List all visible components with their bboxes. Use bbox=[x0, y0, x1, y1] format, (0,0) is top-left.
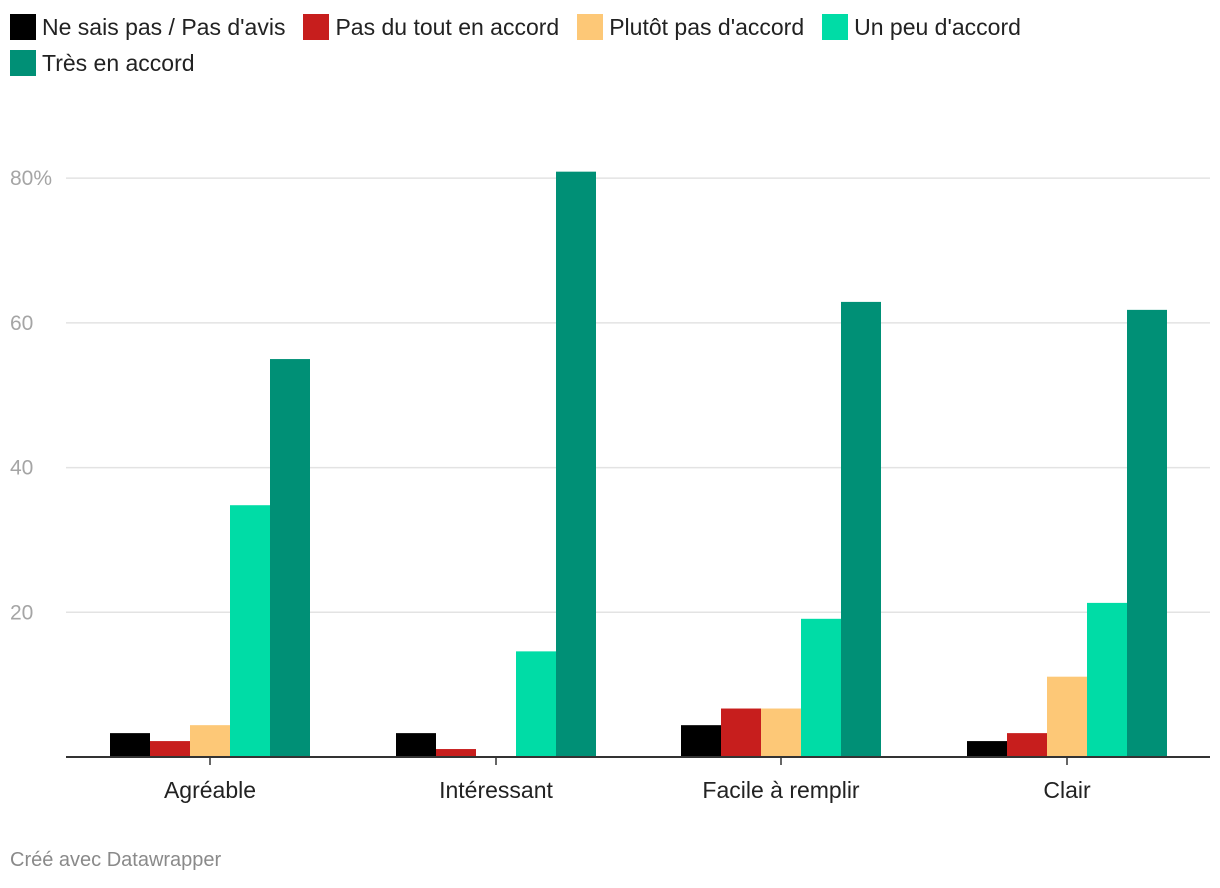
y-tick-label: 80% bbox=[10, 167, 52, 190]
x-category-label: Clair bbox=[1043, 777, 1091, 803]
bar bbox=[681, 725, 721, 757]
bar bbox=[1127, 309, 1167, 757]
legend-item: Pas du tout en accord bbox=[303, 9, 559, 45]
x-category-label: Intéressant bbox=[439, 777, 553, 803]
legend-item: Un peu d'accord bbox=[822, 9, 1021, 45]
legend-label: Ne sais pas / Pas d'avis bbox=[42, 14, 286, 40]
bar bbox=[1087, 602, 1127, 757]
bar bbox=[841, 301, 881, 757]
legend-item: Ne sais pas / Pas d'avis bbox=[10, 9, 285, 45]
y-tick-label: 60 bbox=[10, 312, 33, 335]
legend-label: Pas du tout en accord bbox=[335, 14, 560, 40]
legend: Ne sais pas / Pas d'avis Pas du tout en a… bbox=[10, 9, 1215, 81]
legend-item: Plutôt pas d'accord bbox=[577, 9, 804, 45]
legend-swatch bbox=[577, 14, 604, 40]
legend-item: Très en accord bbox=[10, 45, 195, 81]
bar bbox=[110, 733, 150, 757]
bar bbox=[721, 708, 761, 757]
bar bbox=[1047, 676, 1087, 757]
legend-swatch bbox=[10, 14, 36, 40]
bar bbox=[436, 749, 476, 757]
bar bbox=[967, 741, 1007, 757]
y-tick-label: 20 bbox=[10, 601, 33, 624]
x-category-label: Agréable bbox=[164, 777, 256, 803]
footer-credit: Créé avec Datawrapper bbox=[10, 849, 222, 871]
legend-swatch bbox=[303, 14, 330, 40]
bar bbox=[230, 505, 270, 757]
legend-label: Un peu d'accord bbox=[854, 14, 1021, 40]
bar bbox=[801, 618, 841, 757]
bar bbox=[761, 708, 801, 757]
bar bbox=[396, 733, 436, 757]
legend-label: Plutôt pas d'accord bbox=[609, 14, 805, 40]
x-category-label: Facile à remplir bbox=[702, 777, 860, 803]
bar bbox=[270, 359, 310, 757]
bar bbox=[516, 651, 556, 757]
y-tick-label: 40 bbox=[10, 457, 33, 480]
bar bbox=[556, 171, 596, 758]
legend-swatch bbox=[10, 50, 36, 76]
bar bbox=[1007, 733, 1047, 757]
legend-swatch bbox=[822, 14, 849, 40]
bar bbox=[150, 741, 190, 757]
bar bbox=[190, 725, 230, 757]
legend-label: Très en accord bbox=[42, 50, 195, 76]
